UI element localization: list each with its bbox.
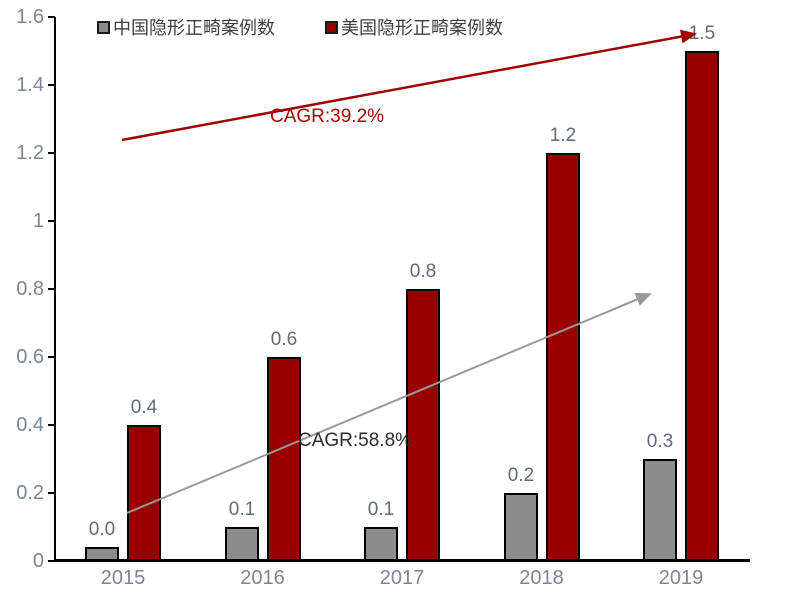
- legend-item-china: 中国隐形正畸案例数: [97, 14, 275, 40]
- y-tick-label: 1.2: [16, 142, 44, 164]
- bar-value-label-us-2018: 1.2: [549, 125, 577, 146]
- legend-item-us: 美国隐形正畸案例数: [325, 14, 503, 40]
- y-tick-label: 0: [32, 550, 44, 572]
- bar-china-2017: [364, 527, 398, 561]
- y-axis-tick: [48, 424, 55, 426]
- bar-china-2018: [504, 493, 538, 561]
- y-tick-label: 1.4: [16, 74, 44, 96]
- bar-us-2015: [127, 425, 161, 561]
- bar-value-label-china-2017: 0.1: [367, 499, 395, 520]
- china-series-swatch-icon: [97, 20, 110, 34]
- bar-value-label-china-2018: 0.2: [507, 465, 535, 486]
- y-axis-tick: [48, 560, 55, 562]
- us-trend-arrow: [121, 29, 697, 142]
- y-axis-tick: [48, 492, 55, 494]
- x-tick-label-2016: 2016: [240, 567, 285, 589]
- legend-label-china: 中国隐形正畸案例数: [113, 18, 275, 38]
- us-cagr-annotation: CAGR:39.2%: [270, 106, 385, 127]
- china-cagr-annotation: CAGR:58.8%: [298, 430, 413, 451]
- y-tick-label: 1.6: [16, 6, 44, 28]
- us-series-swatch-icon: [325, 20, 338, 34]
- y-axis-line: [54, 17, 56, 562]
- x-axis-line: [54, 559, 750, 562]
- bar-value-label-us-2016: 0.6: [270, 329, 298, 350]
- bar-value-label-china-2015: 0.0: [88, 519, 116, 540]
- y-axis-tick: [48, 288, 55, 290]
- x-tick-label-2017: 2017: [379, 567, 425, 589]
- bar-china-2016: [225, 527, 259, 561]
- y-axis-tick: [48, 356, 55, 358]
- bar-value-label-us-2019: 1.5: [688, 23, 716, 44]
- legend: 中国隐形正畸案例数 美国隐形正畸案例数: [97, 14, 503, 40]
- bar-china-2019: [643, 459, 677, 561]
- bar-value-label-us-2017: 0.8: [409, 261, 437, 282]
- bar-us-2019: [685, 51, 719, 561]
- legend-label-us: 美国隐形正畸案例数: [341, 18, 503, 38]
- bar-us-2018: [546, 153, 580, 561]
- bar-china-2015: [85, 547, 119, 561]
- bar-value-label-us-2015: 0.4: [130, 397, 158, 418]
- y-tick-label: 0.6: [16, 346, 44, 368]
- y-axis-tick: [48, 84, 55, 86]
- bar-value-label-china-2016: 0.1: [228, 499, 256, 520]
- y-axis-tick: [48, 220, 55, 222]
- y-tick-label: 0.4: [16, 414, 44, 436]
- y-tick-label: 1: [32, 210, 44, 232]
- y-axis-tick: [48, 16, 55, 18]
- x-tick-label-2019: 2019: [658, 567, 704, 589]
- y-axis-tick: [48, 152, 55, 154]
- y-tick-label: 0.8: [16, 278, 44, 300]
- x-tick-label-2015: 2015: [100, 567, 146, 589]
- x-tick-label-2018: 2018: [519, 567, 564, 589]
- bar-us-2016: [267, 357, 301, 561]
- y-tick-label: 0.2: [16, 482, 44, 504]
- bar-value-label-china-2019: 0.3: [646, 431, 674, 452]
- bar-us-2017: [406, 289, 440, 561]
